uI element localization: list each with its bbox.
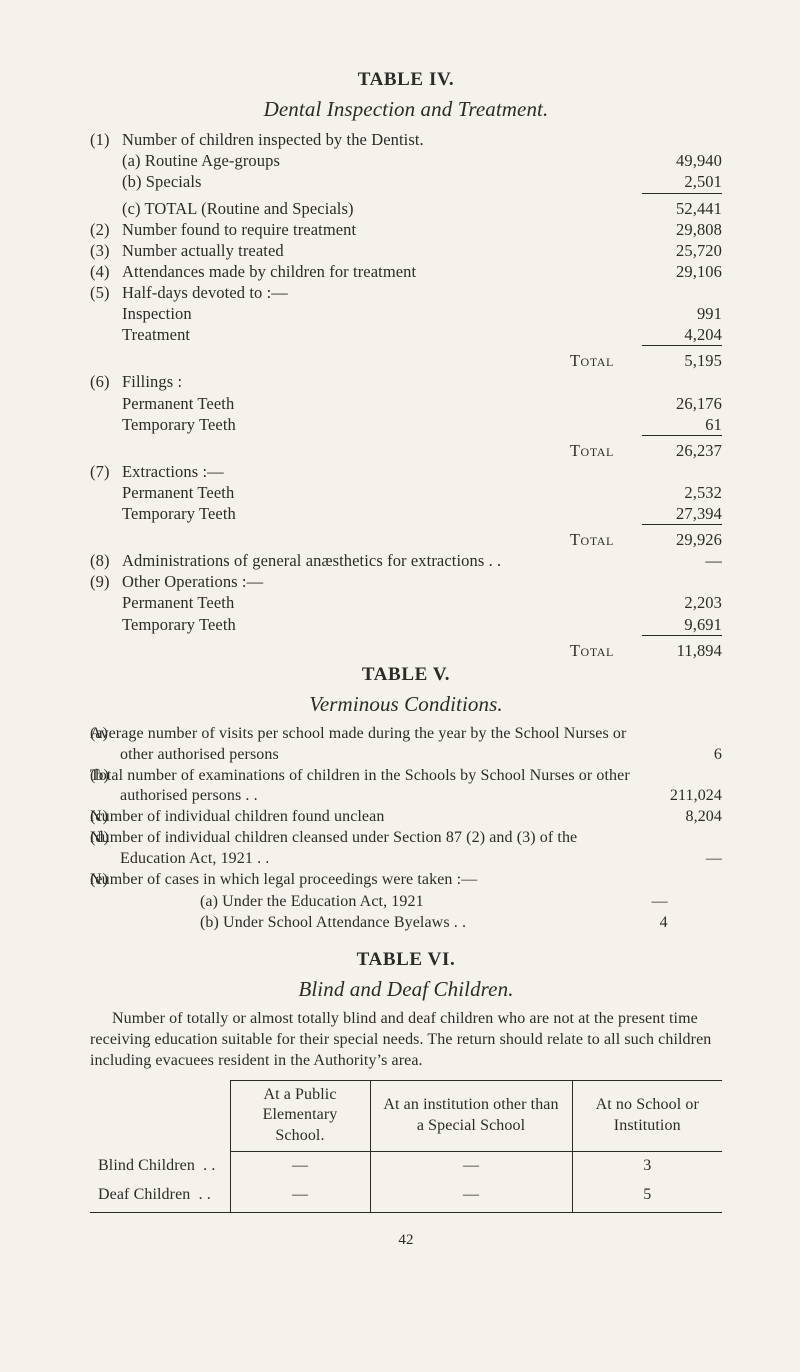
table-v: (a)Average number of visits per school m… [90, 724, 722, 890]
table-iv: (1)Number of children inspected by the D… [90, 129, 722, 661]
total-label: Total [570, 641, 614, 660]
row-num: (1) [90, 129, 122, 150]
total-label: Total [570, 351, 614, 370]
row-value: 211,024 [642, 766, 722, 808]
row-label: Other Operations :— [122, 571, 642, 592]
row-num: (8) [90, 550, 122, 571]
row-num: (9) [90, 571, 122, 592]
row-value: 27,394 [642, 503, 722, 524]
row-value: 2,203 [642, 592, 722, 613]
table-v-sub: (a) Under the Education Act, 1921—(b) Un… [200, 892, 668, 934]
row-label: Fillings : [122, 371, 642, 392]
row-label: (c) TOTAL (Routine and Specials) [122, 198, 642, 219]
row-num: (5) [90, 282, 122, 303]
row-num: (3) [90, 240, 122, 261]
row-value: — [642, 828, 722, 870]
cell: — [230, 1181, 370, 1212]
row-value [642, 870, 722, 891]
row-label: Attendances made by children for treatme… [122, 261, 642, 282]
row-value: 52,441 [642, 198, 722, 219]
cell: — [370, 1181, 572, 1212]
row-label: (a) Routine Age-groups [122, 150, 642, 171]
table-iv-heading: TABLE IV. [90, 68, 722, 92]
sub-value: 4 [618, 913, 668, 934]
cell: 3 [572, 1151, 722, 1180]
col-header [90, 1080, 230, 1151]
row-value: 26,176 [642, 393, 722, 414]
row-value: 4,204 [642, 324, 722, 345]
total-value: 29,926 [642, 529, 722, 550]
row-num: (7) [90, 461, 122, 482]
row-value: — [642, 550, 722, 571]
table-iv-subtitle: Dental Inspection and Treatment. [90, 96, 722, 123]
sub-label: (a) Under the Education Act, 1921 [200, 892, 618, 913]
row-text: Number of individual children cleansed u… [120, 828, 642, 870]
row-text: Number of individual children found uncl… [120, 807, 642, 828]
sub-value: — [618, 892, 668, 913]
row-text: Average number of visits per school made… [120, 724, 642, 766]
row-value: 2,532 [642, 482, 722, 503]
row-label: Number found to require treatment [122, 219, 642, 240]
row-value: 25,720 [642, 240, 722, 261]
cell: — [230, 1151, 370, 1180]
row-value: 29,106 [642, 261, 722, 282]
row-label: Permanent Teeth [122, 482, 642, 503]
row-label: Half-days devoted to :— [122, 282, 642, 303]
row-label: Permanent Teeth [122, 592, 642, 613]
table-vi-subtitle: Blind and Deaf Children. [90, 976, 722, 1003]
table-vi-intro: Number of totally or almost totally blin… [90, 1009, 722, 1071]
cell: 5 [572, 1181, 722, 1212]
col-header: At a Public Elementary School. [230, 1080, 370, 1151]
row-label: Treatment [122, 324, 642, 345]
cell: — [370, 1151, 572, 1180]
row-label: Temporary Teeth [122, 503, 642, 524]
row-label: Temporary Teeth [122, 414, 642, 435]
table-vi-grid: At a Public Elementary School.At an inst… [90, 1080, 722, 1213]
row-label: Deaf Children . . [90, 1181, 230, 1212]
row-value: 49,940 [642, 150, 722, 171]
row-value: 9,691 [642, 614, 722, 635]
row-num: (6) [90, 371, 122, 392]
row-num: (2) [90, 219, 122, 240]
total-value: 11,894 [642, 640, 722, 661]
row-text: Total number of examinations of children… [120, 766, 642, 808]
row-value: 991 [642, 303, 722, 324]
row-label: Temporary Teeth [122, 614, 642, 635]
row-value: 29,808 [642, 219, 722, 240]
row-num: (4) [90, 261, 122, 282]
sub-label: (b) Under School Attendance Byelaws . . [200, 913, 618, 934]
row-value: 61 [642, 414, 722, 435]
row-label: Inspection [122, 303, 642, 324]
page-number: 42 [90, 1231, 722, 1250]
table-v-subtitle: Verminous Conditions. [90, 691, 722, 718]
row-label: Administrations of general anæsthetics f… [122, 550, 642, 571]
col-header: At no School or Institution [572, 1080, 722, 1151]
row-value: 2,501 [642, 171, 722, 192]
row-label: Extractions :— [122, 461, 642, 482]
row-value: 6 [642, 724, 722, 766]
total-label: Total [570, 530, 614, 549]
row-label: Blind Children . . [90, 1151, 230, 1180]
row-label: Number of children inspected by the Dent… [122, 129, 642, 150]
col-header: At an institution other than a Special S… [370, 1080, 572, 1151]
row-value: 8,204 [642, 807, 722, 828]
row-label: Permanent Teeth [122, 393, 642, 414]
row-label: Number actually treated [122, 240, 642, 261]
row-label: (b) Specials [122, 171, 642, 192]
table-v-heading: TABLE V. [90, 663, 722, 687]
table-vi-heading: TABLE VI. [90, 948, 722, 972]
total-value: 5,195 [642, 350, 722, 371]
total-value: 26,237 [642, 440, 722, 461]
total-label: Total [570, 441, 614, 460]
row-text: Number of cases in which legal proceedin… [120, 870, 642, 891]
